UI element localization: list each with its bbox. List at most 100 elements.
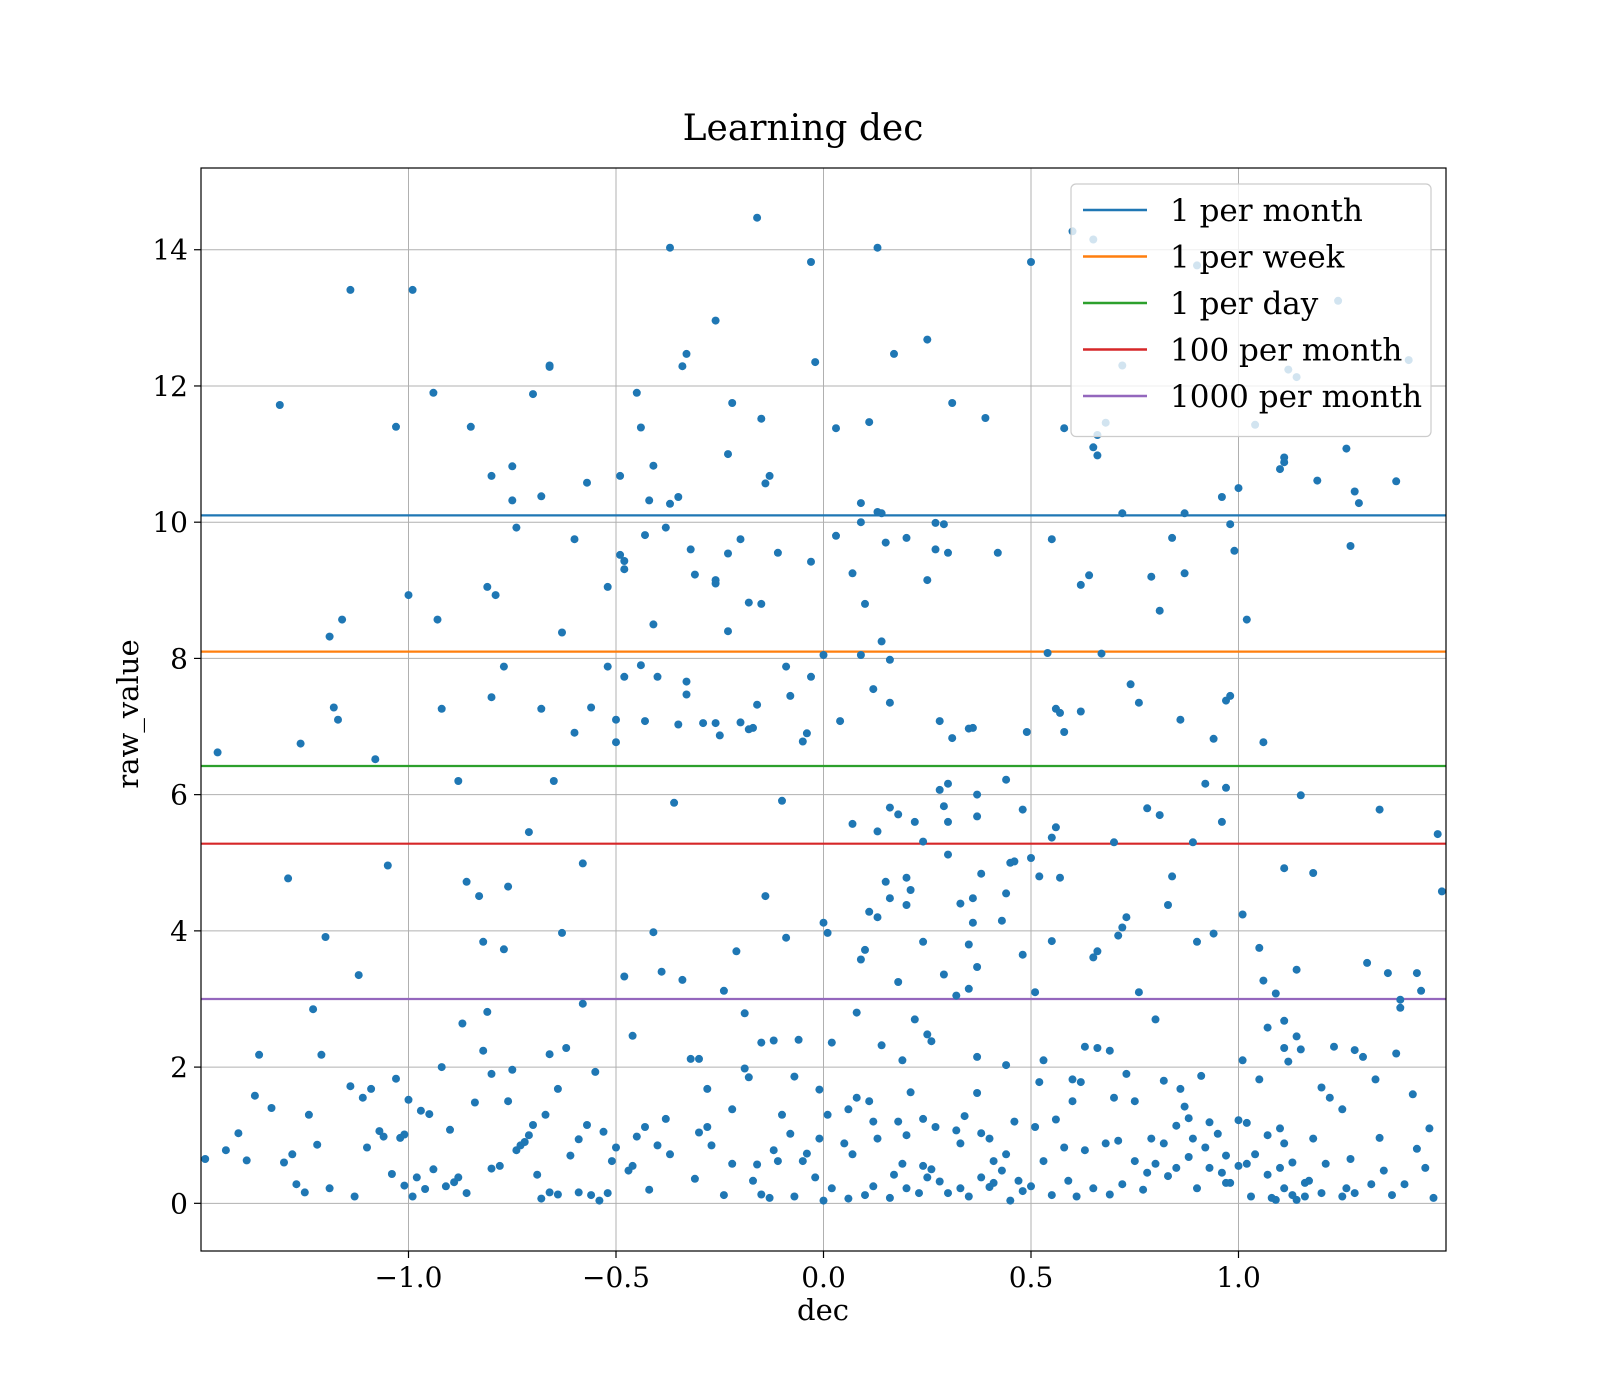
data-point [765,1193,774,1202]
data-point [1180,509,1189,518]
data-point [678,975,687,984]
data-point [690,570,699,579]
data-point [1018,805,1027,814]
data-point [1168,872,1177,881]
data-point [724,627,732,636]
data-point [1425,1124,1434,1133]
data-point [1255,1075,1264,1084]
data-point [458,1019,467,1028]
legend-entry: 1000 per month [1170,379,1422,415]
data-point [1263,1170,1272,1179]
data-point [894,978,903,986]
data-point [603,1189,612,1198]
data-point [964,1192,973,1201]
data-point [919,837,928,846]
data-point [894,810,903,819]
data-point [973,1052,982,1061]
data-point [873,827,882,836]
data-point [1280,864,1289,873]
data-point [524,828,533,837]
data-point [1060,1143,1069,1152]
data-point [583,478,591,487]
data-point [869,1117,878,1126]
data-point [827,1038,836,1047]
data-point [470,1098,479,1107]
data-point [653,672,662,681]
data-point [1151,1015,1160,1024]
data-point [1342,1184,1351,1193]
data-point [877,637,886,646]
data-point [827,1184,836,1193]
data-point [1130,1097,1139,1106]
data-point [1338,1105,1347,1114]
data-point [632,388,641,397]
data-point [400,1130,409,1139]
data-point [1321,1159,1330,1168]
data-point [944,850,952,859]
data-point [495,1161,504,1170]
data-point [678,362,687,371]
data-point [952,991,961,1000]
data-point [1114,931,1123,940]
data-point [583,1121,591,1129]
data-point [462,1189,471,1198]
data-point [861,1191,869,1200]
data-point [1350,1189,1359,1198]
data-point [653,1141,662,1150]
data-point [856,651,865,659]
data-point [1080,1042,1089,1051]
data-point [769,1146,778,1155]
data-point [877,1041,886,1050]
data-point [948,734,957,743]
x-tick-label: 0.5 [1009,1261,1054,1294]
data-point [454,777,463,785]
data-point [1080,1146,1089,1155]
data-point [566,1151,575,1160]
data-point [786,1129,795,1138]
y-tick-label: 2 [170,1051,188,1084]
data-point [1217,817,1226,826]
data-point [885,803,894,812]
data-point [404,1095,413,1104]
data-point [761,892,770,901]
data-point [1039,1056,1048,1065]
data-point [280,1158,288,1167]
data-point [757,599,766,608]
data-point [612,1143,620,1152]
data-point [520,1138,529,1146]
data-point [1176,715,1185,724]
data-point [1126,680,1135,689]
data-point [649,461,658,470]
data-point [313,1140,322,1149]
data-point [927,1037,936,1046]
data-point [446,1125,454,1134]
data-point [1222,696,1230,705]
data-point [666,499,674,508]
data-point [885,698,894,707]
data-point [811,1173,820,1182]
data-point [856,518,865,527]
x-axis-label: dec [797,1293,849,1327]
data-point [1105,1046,1114,1055]
data-point [861,945,869,954]
data-point [711,719,720,728]
data-point [1134,698,1143,707]
data-point [346,285,355,294]
data-point [304,1110,313,1119]
data-point [537,1194,546,1203]
data-point [1172,1163,1181,1172]
data-point [1002,889,1011,898]
data-point [881,538,890,547]
data-point [1305,1176,1313,1185]
data-point [1010,1117,1019,1126]
data-point [1197,1071,1206,1080]
data-point [1242,1159,1251,1168]
data-point [1164,901,1172,909]
data-point [1180,569,1189,578]
data-point [993,548,1002,557]
data-point [1209,734,1218,743]
data-point [387,1170,396,1178]
data-point [545,1050,554,1059]
data-point [641,717,649,726]
